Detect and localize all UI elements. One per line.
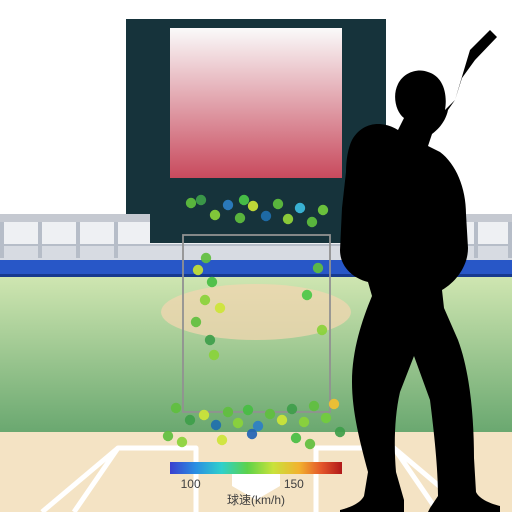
pitch-point bbox=[193, 265, 203, 275]
pitch-point bbox=[223, 200, 233, 210]
pitch-point bbox=[209, 350, 219, 360]
pitch-point bbox=[247, 429, 257, 439]
pitch-point bbox=[207, 277, 217, 287]
pitch-point bbox=[299, 417, 309, 427]
pitch-point bbox=[335, 427, 345, 437]
pitch-point bbox=[163, 431, 173, 441]
colorbar-tick: 100 bbox=[181, 477, 201, 491]
pitch-point bbox=[239, 195, 249, 205]
pitch-point bbox=[217, 435, 227, 445]
pitch-point bbox=[211, 420, 221, 430]
scoreboard-notch_left bbox=[126, 195, 150, 214]
colorbar-label: 球速(km/h) bbox=[227, 493, 285, 507]
pitch-point bbox=[291, 433, 301, 443]
pitch-point bbox=[185, 415, 195, 425]
pitch-point bbox=[171, 403, 181, 413]
pitch-point bbox=[287, 404, 297, 414]
pitch-point bbox=[277, 415, 287, 425]
scoreboard-screen bbox=[170, 28, 342, 178]
pitch-point bbox=[305, 439, 315, 449]
stand-column bbox=[508, 222, 512, 258]
pitch-point bbox=[329, 399, 339, 409]
pitch-point bbox=[186, 198, 196, 208]
pitch-point bbox=[215, 303, 225, 313]
colorbar bbox=[170, 462, 342, 474]
stand-column bbox=[114, 222, 118, 258]
pitch-point bbox=[321, 413, 331, 423]
pitch-point bbox=[205, 335, 215, 345]
pitch-point bbox=[318, 205, 328, 215]
pitch-point bbox=[201, 253, 211, 263]
pitch-point bbox=[309, 401, 319, 411]
pitch-point bbox=[200, 295, 210, 305]
stand-column bbox=[76, 222, 80, 258]
pitch-point bbox=[199, 410, 209, 420]
pitch-point bbox=[317, 325, 327, 335]
pitch-point bbox=[233, 418, 243, 428]
pitch-point bbox=[248, 201, 258, 211]
stand-column bbox=[474, 222, 478, 258]
pitch-location-chart: 100 150 球速(km/h) bbox=[0, 0, 512, 512]
stand-column bbox=[0, 222, 4, 258]
pitch-point bbox=[295, 203, 305, 213]
stand-column bbox=[38, 222, 42, 258]
pitch-point bbox=[235, 213, 245, 223]
pitch-point bbox=[302, 290, 312, 300]
pitch-point bbox=[223, 407, 233, 417]
pitch-point bbox=[307, 217, 317, 227]
chart-svg: 100 150 球速(km/h) bbox=[0, 0, 512, 512]
pitch-point bbox=[196, 195, 206, 205]
pitch-point bbox=[261, 211, 271, 221]
pitch-point bbox=[191, 317, 201, 327]
pitch-point bbox=[177, 437, 187, 447]
pitch-point bbox=[243, 405, 253, 415]
pitch-point bbox=[313, 263, 323, 273]
pitch-point bbox=[273, 199, 283, 209]
pitch-point bbox=[283, 214, 293, 224]
pitch-point bbox=[265, 409, 275, 419]
pitch-point bbox=[210, 210, 220, 220]
colorbar-tick: 150 bbox=[284, 477, 304, 491]
